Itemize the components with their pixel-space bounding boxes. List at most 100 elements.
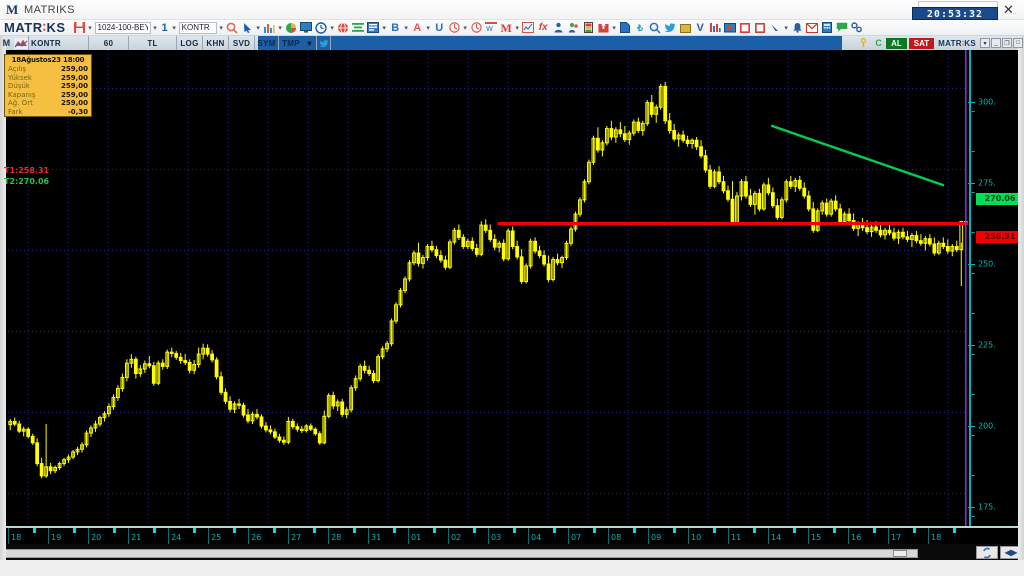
date-axis-tick [392,528,396,533]
price-axis-minor-tick [970,272,975,274]
save-dropdown-caret[interactable]: ▾ [88,24,92,32]
clock-small2-icon[interactable] [470,21,483,34]
date-axis-tick [512,528,516,533]
date-axis-separator [608,528,609,546]
chart-window-dropdown[interactable]: ▾ [980,38,990,48]
camera-icon[interactable] [724,21,737,34]
price-axis-tick [968,183,975,185]
price-axis[interactable]: 175. 200. 225. 250. 275. 300. 270.06 258.31 [968,64,1024,542]
date-axis-label: 27 [291,533,302,542]
folder-icon[interactable] [679,21,692,34]
chart-symbol-label[interactable]: KONTR [29,36,89,50]
box-arrow-icon[interactable] [597,21,610,34]
info-box-row: Fark -0,30 [5,108,91,117]
buy-button[interactable]: AL [886,37,907,49]
mail-icon[interactable] [806,21,819,34]
word-icon[interactable]: W [485,21,498,34]
battery-icon[interactable] [582,21,595,34]
line-chart-icon[interactable] [522,21,535,34]
calc-icon[interactable] [821,21,834,34]
clock-dropdown-caret[interactable]: ▾ [330,24,334,32]
save-icon[interactable] [73,21,86,34]
chart-restore-button[interactable]: ❐ [1002,38,1012,48]
font-a-icon[interactable]: A [413,21,422,34]
page-number-combobox[interactable]: 1 [161,21,168,34]
box-dropdown-caret[interactable]: ▾ [612,24,616,32]
fx-icon[interactable]: fx [538,21,548,33]
horizontal-scrollbar[interactable] [2,549,918,558]
date-axis-separator [568,528,569,546]
clock-icon[interactable] [315,21,328,34]
font-dropdown-caret[interactable]: ▾ [426,24,430,32]
scrollbar-thumb[interactable] [893,550,907,557]
date-axis-separator [528,528,529,546]
date-axis-separator [448,528,449,546]
chart-plot-area[interactable]: 18Ağustos23 18:00 Açılış 259,00 Yüksek 259,… [0,50,1024,542]
chart-period-button[interactable]: 60 [89,36,129,50]
chart-log-button[interactable]: LOG [177,36,203,50]
person-icon[interactable] [552,21,565,34]
twitter-icon[interactable] [664,21,677,34]
page-dropdown-caret[interactable]: ▾ [172,24,176,32]
monitor-icon[interactable] [300,21,313,34]
nav-arrows-icon[interactable]: ◀▶ [1000,546,1022,559]
underline-u-icon[interactable]: U [435,21,444,34]
sell-button[interactable]: SAT [908,37,935,49]
zoom-icon[interactable] [649,21,662,34]
matriks-m-icon[interactable]: M [500,20,512,35]
matriks-m-dropdown-caret[interactable]: ▾ [515,24,519,32]
bold-dropdown-caret[interactable]: ▾ [404,24,408,32]
settings-icon[interactable] [851,21,864,34]
bar-chart-icon[interactable] [263,21,276,34]
clock2-dropdown-caret[interactable]: ▾ [463,24,467,32]
chart-svd-button[interactable]: SVD [229,36,255,50]
page-icon[interactable] [619,21,632,34]
chart-tmp-button[interactable]: TMP [282,38,300,48]
chart-flag-icon[interactable] [709,21,722,34]
symbol-dropdown-caret[interactable]: ▾ [219,24,223,32]
chart-menu-icon[interactable]: M [2,38,11,48]
refresh-c-icon[interactable]: C [875,38,882,48]
layout-dropdown-caret[interactable]: ▾ [153,24,157,32]
pointer-dropdown-caret[interactable]: ▾ [784,24,788,32]
chat-icon[interactable] [836,21,849,34]
key-icon[interactable] [857,37,870,50]
tl-currency-icon[interactable]: ₺ [637,22,644,33]
globe-icon[interactable] [337,21,350,34]
pie-chart-icon[interactable] [285,21,298,34]
chart-currency-button[interactable]: TL [129,36,177,50]
book-icon[interactable] [367,21,380,34]
chart-sym-button[interactable]: SYM [255,36,279,50]
date-axis-label: 17 [891,533,902,542]
white-square-icon[interactable] [754,21,767,34]
persons-icon[interactable] [567,21,580,34]
layout-combobox[interactable]: 1024-100-BEYA [94,21,151,34]
pointer-icon[interactable] [769,21,782,34]
align-icon[interactable] [352,21,365,34]
chart-minimize-button[interactable]: _ [991,38,1001,48]
price-axis-label: 200. [978,421,996,431]
date-axis-label: 02 [451,533,462,542]
clock-small-icon[interactable] [448,21,461,34]
chart-dropdown-caret[interactable]: ▾ [278,24,282,32]
close-button[interactable]: ✕ [1003,2,1014,17]
symbol-combobox[interactable]: KONTR [178,21,217,34]
book-dropdown-caret[interactable]: ▾ [382,24,386,32]
date-axis[interactable]: 18 19 20 21 24 25 26 27 28 31 01 02 03 04 07 08 09 10 11 14… [0,526,1024,546]
info-box-title: 18Ağustos23 18:00 [11,56,85,64]
cursor-dropdown-caret[interactable]: ▾ [256,24,260,32]
price-axis-label: 225. [978,340,996,350]
bold-b-icon[interactable]: B [391,21,400,34]
bell-icon[interactable] [791,21,804,34]
red-square-icon[interactable] [739,21,752,34]
cursor-arrow-icon[interactable] [241,21,254,34]
candlestick-chart [0,50,971,542]
search-icon[interactable] [226,21,239,34]
chart-khn-button[interactable]: KHN [203,36,229,50]
twitter-icon[interactable] [317,36,331,50]
chart-close-button[interactable]: □ [1013,38,1023,48]
v-letter-icon[interactable]: V [696,21,704,34]
refresh-icon[interactable] [976,546,998,559]
chart-header-dropdown[interactable]: ▾ [303,36,317,50]
